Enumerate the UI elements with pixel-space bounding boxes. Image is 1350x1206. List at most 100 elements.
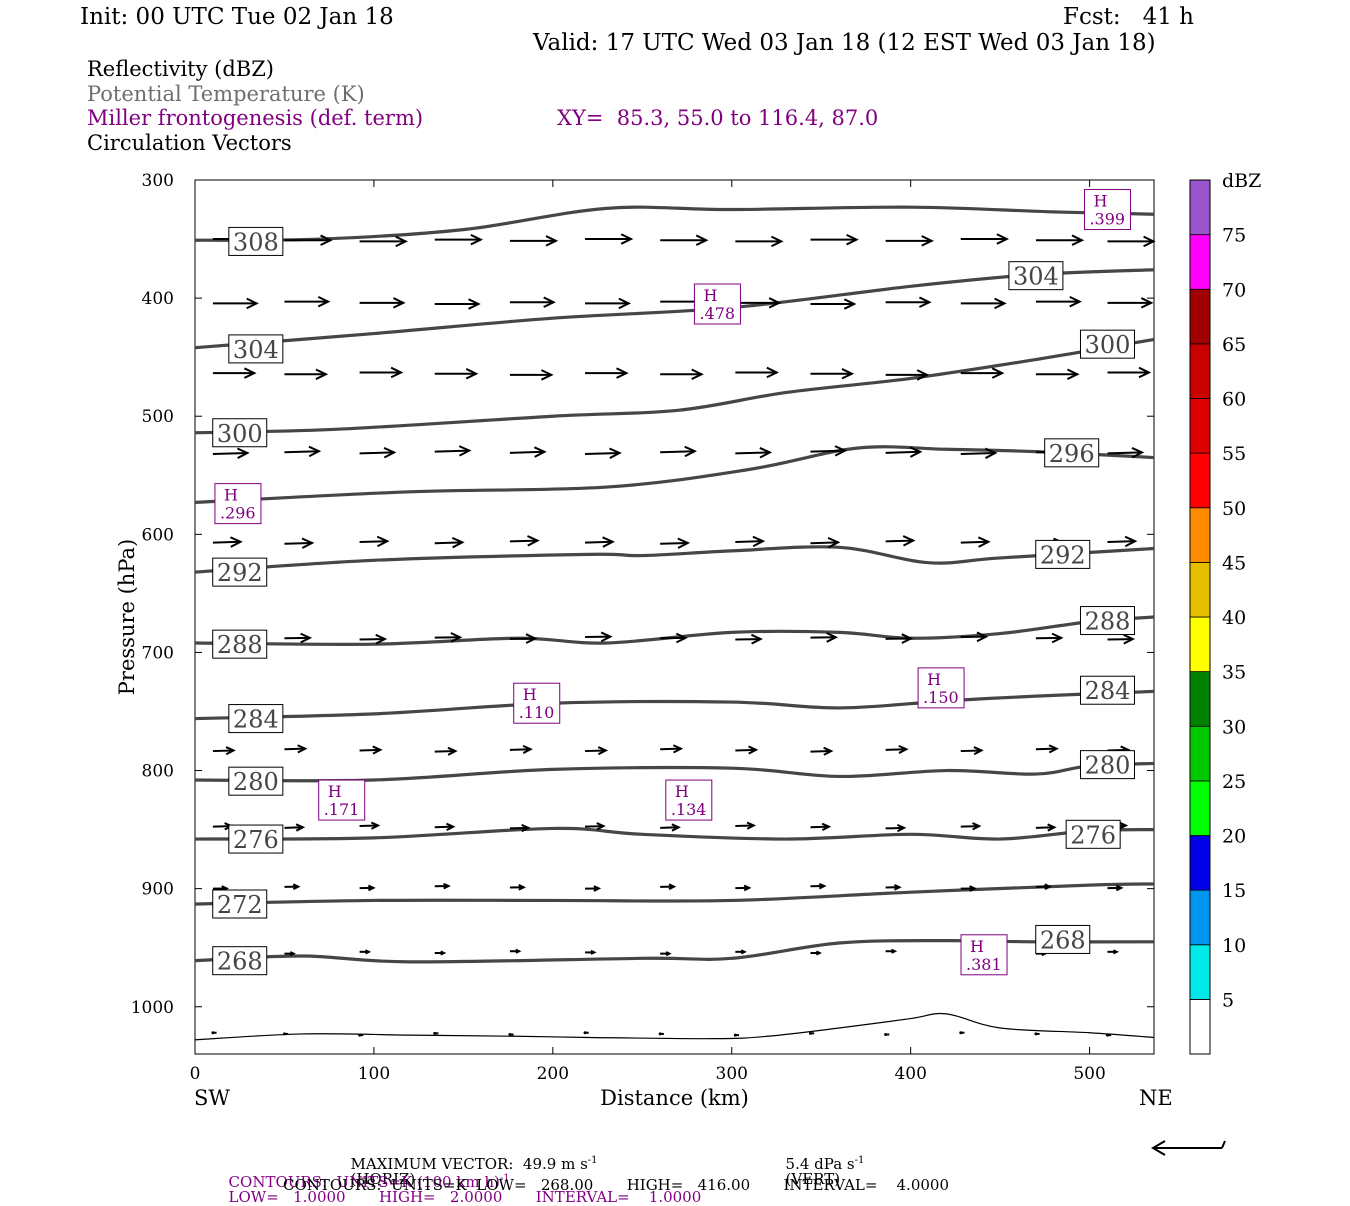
circulation-vector — [735, 237, 781, 247]
theta-label-value: 268 — [1040, 926, 1086, 954]
y-axis-title: Pressure (hPa) — [115, 539, 139, 695]
x-tick-label: 100 — [358, 1064, 390, 1084]
theta-label-value: 308 — [233, 228, 279, 256]
circulation-vector — [284, 745, 305, 752]
circulation-vector — [360, 298, 404, 308]
theta-label-280: 280 — [229, 767, 283, 796]
theta-label-304: 304 — [1009, 262, 1063, 291]
circulation-vector — [660, 952, 669, 955]
theta-label-300: 300 — [213, 419, 267, 448]
circulation-vector — [585, 368, 626, 378]
vector-shaft — [660, 543, 688, 544]
vector-dot — [659, 1032, 662, 1035]
circulation-vector — [886, 746, 907, 753]
circulation-vector — [510, 634, 535, 643]
circulation-vector — [810, 633, 835, 642]
theta-label-value: 284 — [1085, 677, 1131, 705]
circulation-vector — [284, 297, 328, 307]
vector-shaft — [585, 453, 620, 454]
theta-contour-labels: 3083043043003002962922922882882842842802… — [213, 227, 1135, 975]
contours-theta-line: CONTOURS: UNITS=K LOW= 268.00 HIGH= 416.… — [283, 1178, 949, 1193]
circulation-vector — [213, 537, 241, 547]
circulation-vector — [284, 824, 302, 830]
circulation-vector — [510, 236, 556, 246]
theta-contour-284 — [195, 691, 1154, 718]
fronto-max: H.110 — [514, 683, 560, 723]
circulation-vector — [360, 950, 369, 953]
theta-label-284: 284 — [229, 705, 283, 734]
circulation-vector — [510, 297, 554, 307]
circulation-vector — [1107, 237, 1153, 247]
theta-contour-296 — [195, 447, 1154, 503]
circulation-vector — [810, 951, 819, 954]
circulation-vector — [1107, 298, 1151, 308]
circulation-vector — [510, 950, 519, 953]
circulation-vector — [1036, 297, 1080, 307]
circulation-vector — [360, 537, 388, 547]
circulation-vector — [959, 1031, 964, 1034]
vector-shaft — [510, 452, 545, 453]
circulation-vector — [809, 1032, 814, 1035]
colorbar-bin-30 — [1190, 672, 1210, 727]
circulation-vector — [284, 235, 330, 245]
circulation-vector — [211, 1031, 216, 1034]
circulation-vector — [1107, 537, 1135, 547]
fronto-max-value: .478 — [699, 304, 735, 323]
fronto-max-value: .296 — [220, 504, 256, 523]
colorbar-label: 35 — [1222, 662, 1246, 684]
circulation-vector — [1036, 745, 1057, 752]
circulation-vector — [360, 822, 378, 828]
circulation-vector — [961, 823, 979, 829]
circulation-vector — [360, 746, 381, 753]
circulation-vector — [1036, 370, 1077, 380]
vector-dot — [809, 1032, 812, 1035]
colorbar-bin-70 — [1190, 235, 1210, 290]
circulation-vector — [660, 235, 706, 245]
colorbar-bin-15 — [1190, 836, 1210, 891]
circulation-vector — [735, 537, 763, 547]
colorbar-bin-20 — [1190, 781, 1210, 836]
colorbar-bin-5 — [1190, 945, 1210, 1000]
circulation-vector — [585, 886, 599, 891]
circulation-vector — [1107, 950, 1116, 953]
fronto-max: H.134 — [666, 780, 712, 820]
circulation-vector — [213, 299, 257, 309]
fronto-max: H.296 — [215, 484, 261, 524]
circulation-vector — [360, 635, 385, 644]
fronto-max-value: .110 — [519, 703, 555, 722]
vector-shaft — [213, 542, 241, 543]
theta-label-272: 272 — [213, 890, 267, 919]
circulation-vector — [886, 885, 900, 890]
colorbar-bin-60 — [1190, 344, 1210, 399]
circulation-vector — [961, 234, 1007, 244]
colorbar-label: 55 — [1222, 443, 1246, 465]
theta-label-value: 292 — [1040, 541, 1086, 569]
circulation-vector — [1034, 1032, 1039, 1035]
vector-dot — [884, 1033, 887, 1036]
vector-shaft — [585, 542, 613, 543]
colorbar-label: 45 — [1222, 552, 1246, 574]
colorbar-label: 70 — [1222, 279, 1246, 301]
theta-label-284: 284 — [1080, 676, 1134, 705]
theta-label-value: 280 — [1085, 752, 1131, 780]
circulation-vector — [884, 1033, 889, 1036]
vector-dot — [959, 1031, 962, 1034]
circulation-vector — [886, 950, 895, 953]
theta-contour-300 — [195, 339, 1154, 432]
fronto-max: H.381 — [961, 935, 1007, 975]
circulation-vector — [435, 824, 453, 830]
theta-label-276: 276 — [229, 825, 283, 854]
colorbar-bin-10 — [1190, 890, 1210, 945]
x-left-direction: SW — [194, 1086, 230, 1110]
circulation-vector — [435, 299, 479, 309]
fronto-max-value: .134 — [671, 800, 707, 819]
fronto-max-value: .399 — [1089, 210, 1125, 229]
circulation-vector — [435, 748, 456, 755]
x-axis-title: Distance (km) — [600, 1086, 749, 1110]
theta-label-304: 304 — [229, 335, 283, 364]
vector-shaft — [360, 452, 395, 453]
theta-label-268: 268 — [213, 947, 267, 976]
circulation-vector — [585, 537, 613, 547]
